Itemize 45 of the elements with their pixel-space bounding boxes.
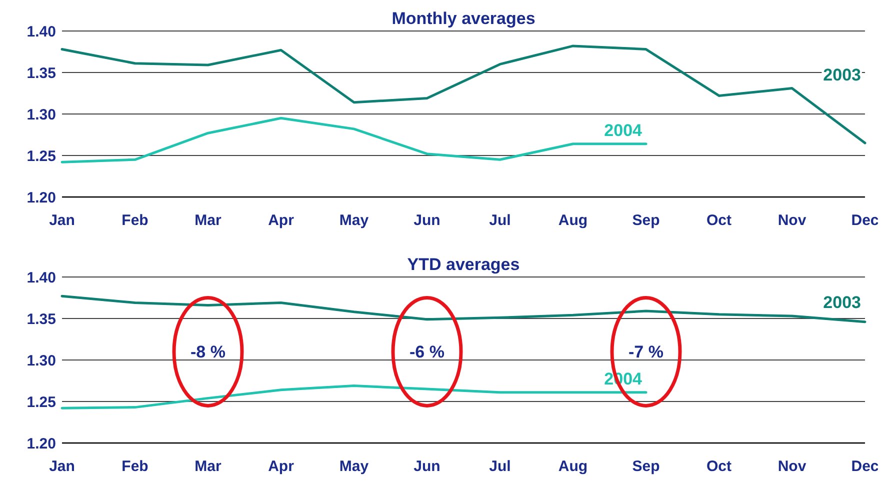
x-tick-label: Jul	[489, 458, 511, 475]
x-tick-label: Sep	[632, 458, 660, 475]
series-label: 2003	[823, 293, 861, 312]
x-tick-label: May	[339, 212, 370, 229]
x-tick-label: Apr	[268, 212, 294, 229]
annotation: -6 %	[410, 342, 444, 362]
x-tick-label: May	[339, 458, 370, 475]
y-tick-label: 1.30	[26, 352, 56, 370]
annotation: -8 %	[190, 342, 226, 362]
x-tick-label: Jan	[49, 458, 75, 475]
x-tick-label: Nov	[778, 458, 807, 475]
y-tick-label: 1.20	[26, 189, 56, 206]
x-tick-label: Dec	[851, 458, 879, 475]
line-series	[60, 384, 648, 410]
annotation: -7 %	[628, 342, 664, 362]
line-series	[60, 294, 866, 324]
x-tick-label: Feb	[122, 458, 148, 475]
x-tick-label: Jan	[49, 212, 75, 229]
x-tick-label: Dec	[851, 212, 879, 229]
x-tick-label: Oct	[706, 212, 732, 229]
x-tick-label: Oct	[706, 458, 732, 475]
series-label: 2004	[604, 120, 643, 140]
y-tick-label: 1.20	[26, 435, 56, 452]
y-tick-label: 1.35	[26, 64, 56, 82]
x-tick-label: Jun	[414, 458, 440, 475]
y-tick-label: 1.40	[26, 23, 56, 40]
y-tick-label: 1.25	[26, 148, 56, 165]
y-tick-label: 1.40	[26, 269, 56, 286]
x-tick-label: Apr	[268, 458, 294, 475]
y-tick-label: 1.35	[26, 310, 56, 328]
x-tick-label: Mar	[194, 458, 222, 475]
x-tick-label: Jul	[489, 212, 511, 229]
line-series	[60, 116, 648, 164]
line-series	[60, 44, 866, 144]
x-tick-label: Jun	[414, 212, 440, 229]
y-tick-label: 1.30	[26, 106, 56, 124]
chart-title: YTD averages	[407, 255, 520, 274]
x-tick-label: Feb	[122, 212, 148, 229]
chart-title: Monthly averages	[392, 9, 536, 28]
x-tick-label: Mar	[194, 212, 222, 229]
x-tick-label: Aug	[558, 212, 588, 229]
x-tick-label: Aug	[558, 458, 588, 475]
x-tick-label: Sep	[632, 212, 660, 229]
x-tick-label: Nov	[778, 212, 807, 229]
y-tick-label: 1.25	[26, 394, 56, 411]
